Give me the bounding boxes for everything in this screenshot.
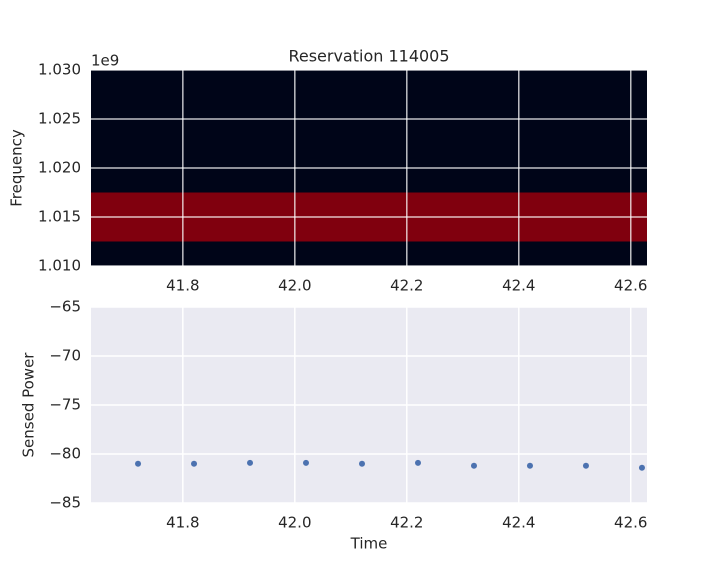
y-tick-label: 1.030 bbox=[38, 61, 81, 79]
point bbox=[359, 460, 366, 467]
point bbox=[526, 462, 533, 469]
point bbox=[414, 459, 421, 466]
y-axis-label: Sensed Power bbox=[20, 352, 38, 458]
point bbox=[470, 462, 477, 469]
x-tick-label: 42.0 bbox=[278, 514, 311, 532]
y-tick-label: 1.015 bbox=[38, 208, 81, 226]
x-tick-label: 42.0 bbox=[278, 277, 311, 295]
y-offset-label: 1e9 bbox=[91, 52, 119, 70]
x-axis-label: Time bbox=[350, 535, 388, 553]
x-tick-label: 41.8 bbox=[166, 514, 199, 532]
y-tick-label: −75 bbox=[49, 396, 81, 414]
y-tick-label: 1.020 bbox=[38, 159, 81, 177]
point bbox=[135, 460, 142, 467]
y-tick-label: −80 bbox=[49, 445, 81, 463]
y-tick-label: −70 bbox=[49, 347, 81, 365]
point bbox=[582, 462, 589, 469]
x-tick-label: 42.4 bbox=[502, 277, 535, 295]
point bbox=[191, 460, 198, 467]
y-axis-label: Frequency bbox=[8, 129, 26, 207]
x-tick-label: 42.6 bbox=[614, 514, 647, 532]
x-tick-label: 42.2 bbox=[390, 277, 423, 295]
x-tick-label: 41.8 bbox=[166, 277, 199, 295]
point bbox=[303, 459, 310, 466]
x-tick-label: 42.2 bbox=[390, 514, 423, 532]
y-tick-label: −65 bbox=[49, 298, 81, 316]
y-tick-label: 1.010 bbox=[38, 257, 81, 275]
chart-title: Reservation 114005 bbox=[288, 47, 449, 66]
x-tick-label: 42.4 bbox=[502, 514, 535, 532]
x-tick-label: 42.6 bbox=[614, 277, 647, 295]
y-tick-label: 1.025 bbox=[38, 110, 81, 128]
point bbox=[638, 464, 645, 471]
point bbox=[247, 459, 254, 466]
y-tick-label: −85 bbox=[49, 494, 81, 512]
